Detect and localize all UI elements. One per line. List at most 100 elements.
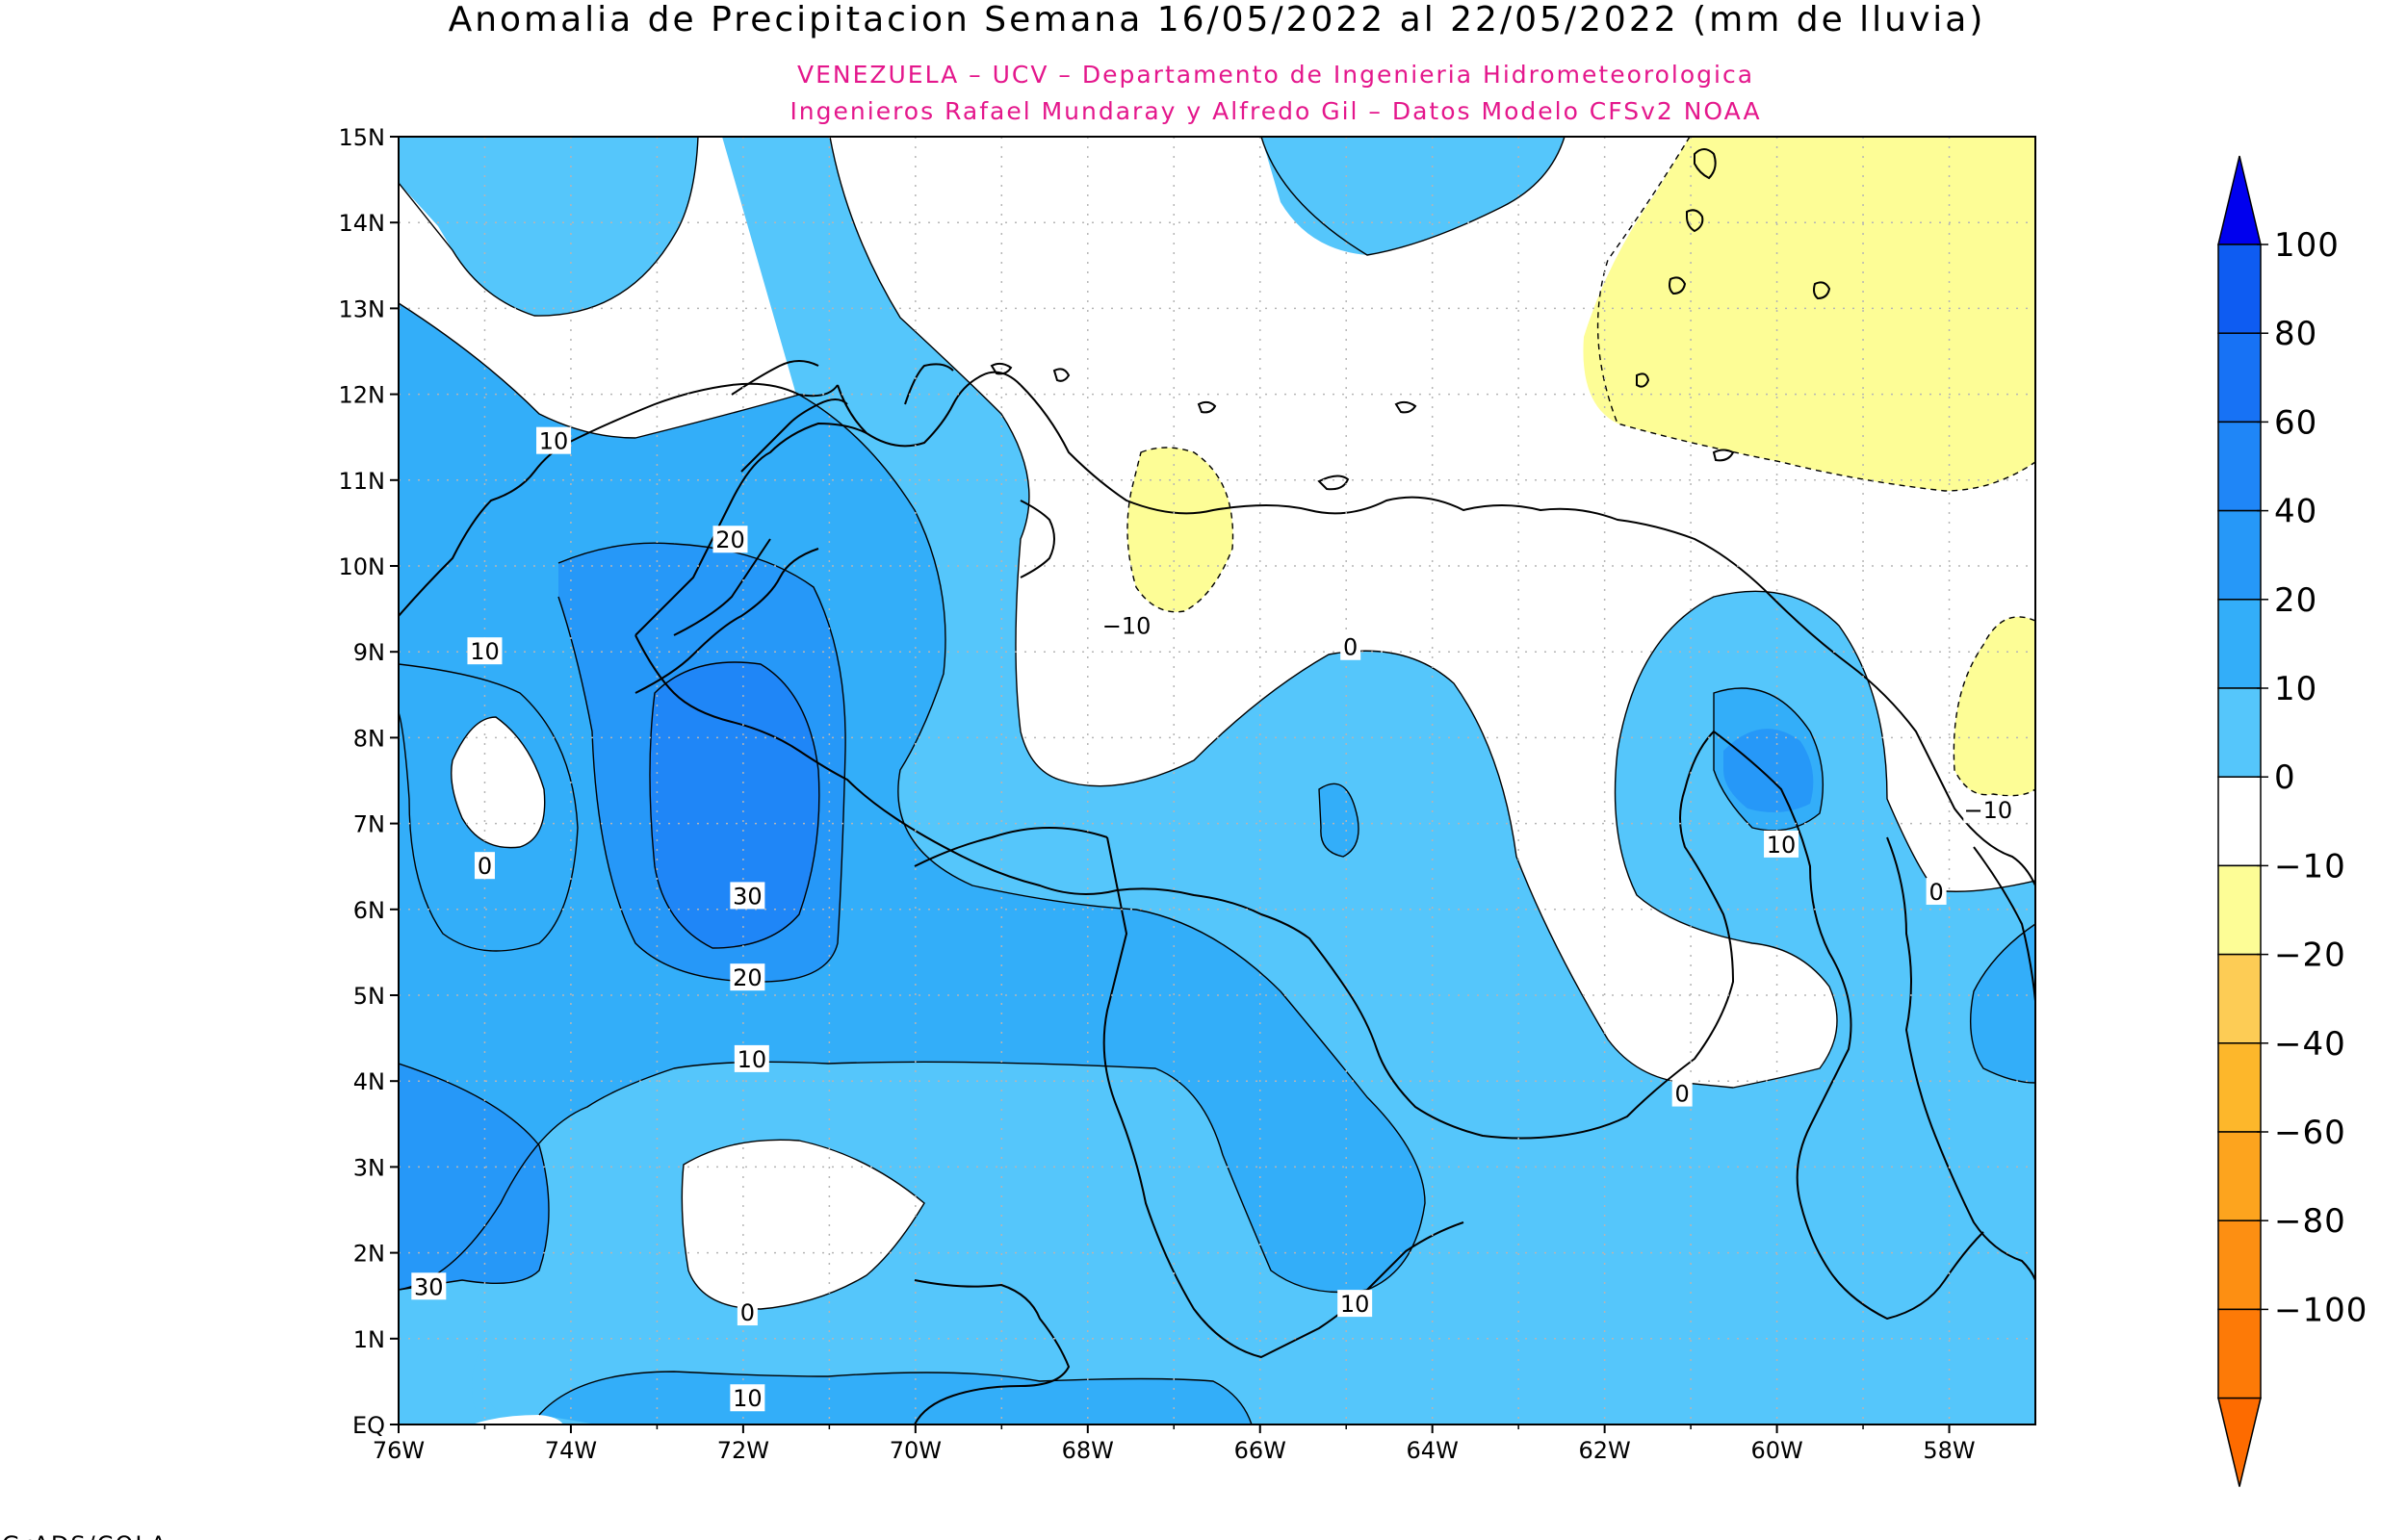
contour-label: 10 <box>738 1046 767 1073</box>
contour-label-bg <box>730 882 765 910</box>
x-tick-label: 66W <box>1234 1437 1286 1464</box>
contour-label: −10 <box>1963 797 2012 824</box>
colorbar-label: −10 <box>2274 847 2346 886</box>
x-tick-label: 76W <box>373 1437 425 1464</box>
contour-label-bg <box>737 1298 758 1326</box>
colorbar-label: 100 <box>2274 226 2340 265</box>
contour-label-bg <box>1337 1290 1373 1318</box>
colorbar-label: 0 <box>2274 758 2296 797</box>
y-tick-label: 3N <box>353 1154 385 1181</box>
colorbar-segment <box>2217 864 2262 956</box>
subtitle-line-2: Ingenieros Rafael Mundaray y Alfredo Gil… <box>789 97 1761 125</box>
colorbar-segment <box>2217 332 2262 424</box>
contour-lines <box>399 137 2035 1424</box>
shading-white-holes <box>451 717 924 1424</box>
colorbar-label: −60 <box>2274 1114 2346 1152</box>
colorbar-label: 80 <box>2274 315 2317 353</box>
y-tick-label: 6N <box>353 897 385 924</box>
contour-label-bg <box>1963 796 2013 824</box>
contour-label: 0 <box>1928 879 1943 906</box>
map-frame <box>398 136 2036 1425</box>
colorbar-segment <box>2217 1308 2262 1399</box>
contour-label: −10 <box>1102 612 1152 639</box>
x-axis: 76W 74W 72W 70W 68W 66W 64W 62W 60W 58W <box>373 1424 1976 1464</box>
contour-label-bg <box>730 1384 765 1412</box>
contour-label-bg <box>730 963 765 991</box>
contour-label-bg <box>1671 1079 1693 1107</box>
colorbar-segment <box>2217 1042 2262 1133</box>
map-title: Anomalia de Precipitacion Semana 16/05/2… <box>449 0 1986 39</box>
y-tick-label: EQ <box>352 1412 385 1439</box>
x-tick-label: 74W <box>545 1437 597 1464</box>
y-axis: EQ 1N 2N 3N 4N 5N 6N 7N 8N 9N 10N 11N 12N 13N 14N 15N <box>339 124 399 1439</box>
contour-label: 0 <box>478 853 492 880</box>
contour-label: 30 <box>414 1273 444 1300</box>
islands <box>990 148 1831 491</box>
contour-labels: 10 20 10 0 30 20 10 0 30 10 −10 0 10 10 0 0 −10 <box>411 426 2013 1412</box>
contour-label-bg <box>1926 877 1947 905</box>
contour-label: 20 <box>733 964 763 991</box>
colorbar-label: −40 <box>2274 1025 2346 1064</box>
colorbar-segment <box>2217 1131 2262 1221</box>
contour-label: 10 <box>539 428 569 455</box>
y-tick-label: 2N <box>353 1241 385 1268</box>
y-tick-label: 1N <box>353 1326 385 1353</box>
colorbar-top-arrow <box>2217 155 2262 245</box>
contour-label: 10 <box>470 638 500 665</box>
y-tick-label: 5N <box>353 983 385 1010</box>
colorbar-segment <box>2217 776 2262 867</box>
contour-label-bg <box>734 1044 769 1072</box>
colorbar-segment <box>2217 421 2262 512</box>
colorbar-segment <box>2217 687 2262 778</box>
shading-minus10-minus20 <box>1127 137 2035 796</box>
contour-label-bg <box>712 526 748 553</box>
colorbar-segment <box>2217 599 2262 689</box>
x-tick-label: 58W <box>1923 1437 1975 1464</box>
y-tick-label: 7N <box>353 811 385 838</box>
colorbar-label: −80 <box>2274 1202 2346 1241</box>
contour-label-bg <box>1764 830 1799 858</box>
colorbar-bottom-arrow <box>2217 1397 2262 1487</box>
contour-lines-negative <box>1126 137 2035 797</box>
coastlines-borders <box>399 360 2035 1424</box>
contour-label-bg <box>1101 611 1152 639</box>
contour-label-bg <box>536 426 572 454</box>
grid-lines <box>399 137 2035 1424</box>
colorbar-label: 10 <box>2274 670 2317 708</box>
map-plot-area: 76W 74W 72W 70W 68W 66W 64W 62W 60W 58W EQ 1N 2N 3N 4… <box>339 124 2036 1464</box>
contour-label-bg <box>474 852 495 880</box>
contour-label-bg <box>1340 632 1361 660</box>
grads-footer: GrADS/COLA <box>2 1531 168 1540</box>
contour-label: 0 <box>740 1299 755 1326</box>
y-tick-label: 11N <box>339 468 386 495</box>
shading-30-core <box>650 662 819 948</box>
x-tick-label: 70W <box>890 1437 942 1464</box>
x-tick-label: 60W <box>1750 1437 1802 1464</box>
colorbar-segment <box>2217 509 2262 601</box>
contour-label: 0 <box>1675 1081 1690 1108</box>
y-tick-label: 4N <box>353 1068 385 1095</box>
x-tick-label: 72W <box>717 1437 769 1464</box>
contour-label-bg <box>411 1272 447 1300</box>
colorbar-label: 60 <box>2274 403 2317 442</box>
y-tick-label: 13N <box>339 295 386 322</box>
contour-label: 30 <box>733 883 763 910</box>
contour-label: 0 <box>1343 634 1358 661</box>
colorbar-label: −100 <box>2274 1291 2368 1329</box>
y-tick-label: 15N <box>339 124 386 151</box>
colorbar-label: 20 <box>2274 581 2317 620</box>
contour-label: 10 <box>733 1385 763 1412</box>
x-tick-label: 64W <box>1407 1437 1459 1464</box>
colorbar-label: −20 <box>2274 937 2346 975</box>
colorbar-label: 40 <box>2274 493 2317 531</box>
y-tick-label: 9N <box>353 639 385 666</box>
x-tick-label: 62W <box>1578 1437 1630 1464</box>
colorbar-segment <box>2217 1219 2262 1311</box>
contour-label: 10 <box>1767 832 1797 859</box>
y-tick-label: 8N <box>353 725 385 752</box>
contour-label: 20 <box>715 526 745 553</box>
y-tick-label: 14N <box>339 210 386 237</box>
colorbar-segment <box>2217 953 2262 1044</box>
